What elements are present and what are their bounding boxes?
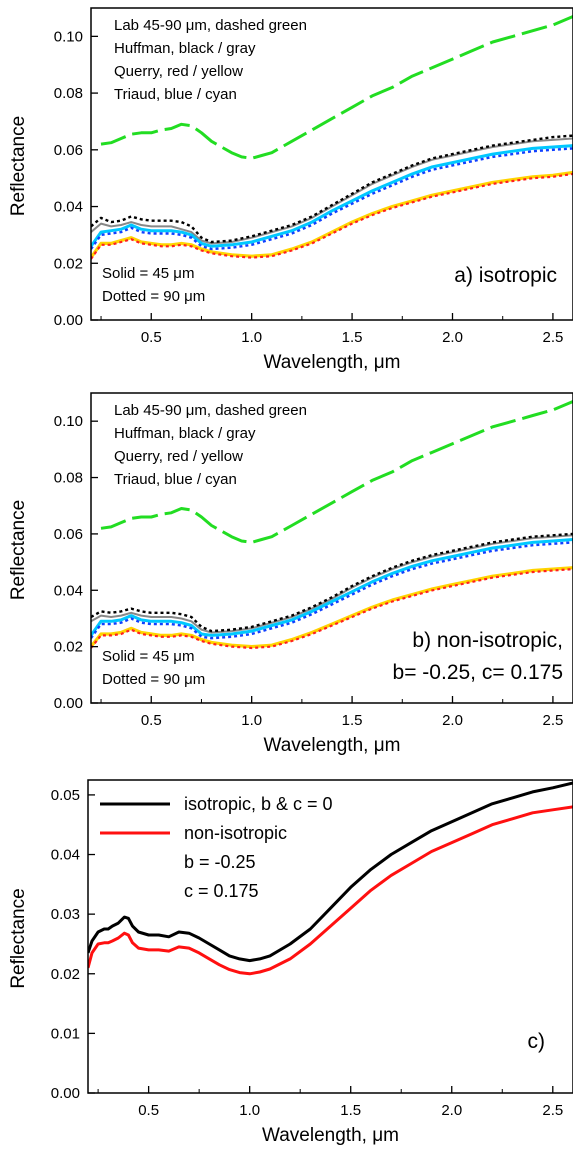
y-tick-label: 0.08 bbox=[54, 470, 83, 487]
x-tick-label: 1.5 bbox=[342, 712, 363, 729]
x-tick-label: 1.5 bbox=[340, 1102, 361, 1119]
chart-panel-1: 0.5 1.0 1.5 2.0 2.5 0.00 0.02 0.04 0.06 0.08 0.10 W… bbox=[8, 7, 573, 373]
y-tick-label: 0.10 bbox=[54, 413, 83, 430]
y-tick-label: 0.08 bbox=[54, 85, 83, 102]
series-line-4 bbox=[91, 538, 573, 637]
annotation-note: Querry, red / yellow bbox=[114, 448, 243, 465]
y-tick-label: 0.00 bbox=[51, 1085, 80, 1102]
series-line-6 bbox=[91, 566, 573, 649]
series-line-4 bbox=[91, 144, 573, 248]
legend-label: non-isotropic bbox=[184, 823, 287, 843]
x-axis-title: Wavelength, μm bbox=[264, 735, 401, 756]
x-tick-label: 2.0 bbox=[442, 712, 463, 729]
panel-label: a) isotropic bbox=[454, 264, 557, 287]
series-line-5 bbox=[91, 541, 573, 640]
legend-label: b = -0.25 bbox=[184, 852, 256, 872]
x-tick-label: 0.5 bbox=[141, 712, 162, 729]
series-line-7 bbox=[91, 568, 573, 650]
x-tick-label: 2.0 bbox=[441, 1102, 462, 1119]
y-tick-label: 0.00 bbox=[54, 695, 83, 712]
series-line-5 bbox=[91, 147, 573, 251]
y-tick-label: 0.04 bbox=[54, 582, 83, 599]
annotation-note: Dotted = 90 μm bbox=[102, 288, 205, 305]
legend-label: isotropic, b & c = 0 bbox=[184, 794, 333, 814]
annotation-note: Lab 45-90 μm, dashed green bbox=[114, 402, 307, 419]
annotation-note: Lab 45-90 μm, dashed green bbox=[114, 17, 307, 34]
y-tick-label: 0.10 bbox=[54, 28, 83, 45]
series-line-1 bbox=[100, 15, 573, 160]
series-line-1 bbox=[100, 400, 573, 544]
y-tick-label: 0.05 bbox=[51, 787, 80, 804]
y-axis-title: Reflectance bbox=[8, 888, 29, 988]
y-tick-label: 0.02 bbox=[51, 966, 80, 983]
series-line-2 bbox=[91, 534, 573, 634]
series-line-1 bbox=[88, 781, 573, 963]
panel-label: b) non-isotropic, bbox=[412, 629, 563, 652]
annotation-note: Querry, red / yellow bbox=[114, 63, 243, 80]
legend-label: c = 0.175 bbox=[184, 881, 259, 901]
series-line-7 bbox=[91, 172, 573, 260]
series-line-2 bbox=[91, 137, 573, 245]
y-tick-label: 0.04 bbox=[51, 847, 80, 864]
x-axis-title: Wavelength, μm bbox=[262, 1125, 399, 1146]
y-tick-label: 0.06 bbox=[54, 142, 83, 159]
series-group bbox=[88, 781, 573, 976]
annotation-note: Huffman, black / gray bbox=[114, 425, 256, 442]
panel-label: b= -0.25, c= 0.175 bbox=[393, 661, 563, 684]
x-tick-label: 1.5 bbox=[342, 329, 363, 346]
annotation-note: Triaud, blue / cyan bbox=[114, 471, 237, 488]
annotation-note: Solid = 45 μm bbox=[102, 265, 194, 282]
plot-frame bbox=[90, 7, 573, 321]
x-axis-title: Wavelength, μm bbox=[264, 352, 401, 373]
y-tick-label: 0.01 bbox=[51, 1025, 80, 1042]
series-line-6 bbox=[91, 170, 573, 259]
annotation-note: Huffman, black / gray bbox=[114, 40, 256, 57]
x-tick-label: 2.5 bbox=[542, 329, 563, 346]
series-line-3 bbox=[91, 134, 573, 244]
panel-label: c) bbox=[528, 1030, 546, 1053]
plot-frame bbox=[87, 779, 573, 1094]
plot-frame bbox=[90, 392, 573, 704]
y-tick-label: 0.06 bbox=[54, 526, 83, 543]
x-tick-label: 1.0 bbox=[241, 329, 262, 346]
y-axis-title: Reflectance bbox=[8, 500, 29, 600]
y-axis-title: Reflectance bbox=[8, 116, 29, 216]
annotation-note: Solid = 45 μm bbox=[102, 648, 194, 665]
y-tick-label: 0.00 bbox=[54, 312, 83, 329]
series-group bbox=[91, 400, 573, 650]
x-tick-label: 2.0 bbox=[442, 329, 463, 346]
y-tick-label: 0.02 bbox=[54, 255, 83, 272]
x-tick-label: 2.5 bbox=[542, 1102, 563, 1119]
x-tick-label: 0.5 bbox=[141, 329, 162, 346]
y-tick-label: 0.04 bbox=[54, 199, 83, 216]
x-tick-label: 0.5 bbox=[138, 1102, 159, 1119]
annotation-note: Dotted = 90 μm bbox=[102, 671, 205, 688]
series-line-2 bbox=[88, 805, 573, 976]
chart-panel-3: 0.5 1.0 1.5 2.0 2.5 0.00 0.01 0.02 0.03 0.04 0.05 W… bbox=[8, 779, 573, 1146]
chart-panel-2: 0.5 1.0 1.5 2.0 2.5 0.00 0.02 0.04 0.06 0.08 0.10 W… bbox=[8, 392, 573, 756]
y-tick-label: 0.02 bbox=[54, 639, 83, 656]
y-tick-label: 0.03 bbox=[51, 906, 80, 923]
x-tick-label: 2.5 bbox=[542, 712, 563, 729]
x-tick-label: 1.0 bbox=[239, 1102, 260, 1119]
x-tick-label: 1.0 bbox=[241, 712, 262, 729]
annotation-note: Triaud, blue / cyan bbox=[114, 86, 237, 103]
series-group bbox=[91, 15, 573, 260]
